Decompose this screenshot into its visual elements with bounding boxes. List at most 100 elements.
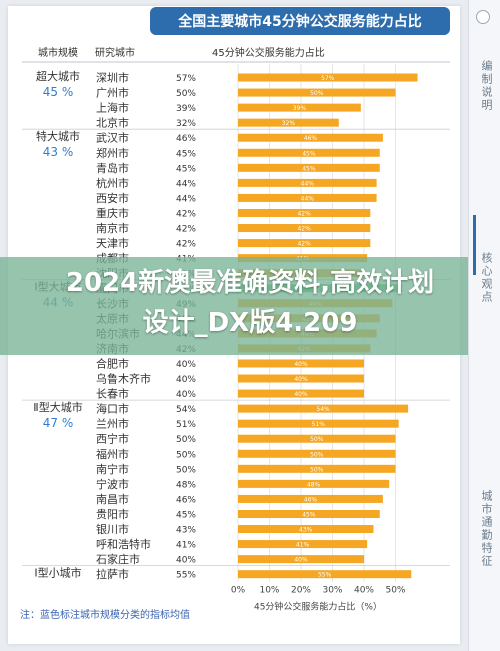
city-label: 宁波市 bbox=[96, 477, 129, 491]
bar-data-label: 57% bbox=[321, 75, 335, 82]
city-label: 青岛市 bbox=[96, 161, 129, 175]
bar-data-label: 46% bbox=[304, 496, 318, 503]
value-label: 50% bbox=[176, 465, 196, 475]
value-label: 48% bbox=[176, 480, 196, 490]
bar bbox=[238, 479, 390, 488]
bar bbox=[238, 509, 380, 518]
bar bbox=[238, 359, 364, 368]
bar bbox=[238, 374, 364, 383]
bar bbox=[238, 163, 380, 172]
city-label: 石家庄市 bbox=[96, 552, 140, 566]
group-name: Ⅰ型小城市 bbox=[34, 566, 81, 580]
city-label: 西宁市 bbox=[96, 432, 129, 446]
bar-data-label: 51% bbox=[312, 421, 326, 428]
side-tab-commute[interactable]: 城市通勤特征 bbox=[480, 490, 493, 568]
value-label: 40% bbox=[176, 360, 196, 370]
city-label: 兰州市 bbox=[96, 417, 129, 431]
x-tick-label: 10% bbox=[259, 586, 279, 596]
bar-data-label: 44% bbox=[301, 180, 315, 187]
overlay-line-1: 2024新澳最准确资料,高效计划 bbox=[65, 268, 435, 298]
city-label: 银川市 bbox=[96, 522, 129, 536]
bar-data-label: 50% bbox=[310, 90, 324, 97]
bar-data-label: 40% bbox=[294, 391, 308, 398]
value-label: 55% bbox=[176, 571, 196, 581]
city-label: 北京市 bbox=[96, 116, 129, 130]
value-label: 45% bbox=[176, 149, 196, 159]
bar bbox=[238, 88, 396, 97]
group-average: 47 % bbox=[43, 416, 74, 430]
city-label: 深圳市 bbox=[96, 71, 129, 85]
city-label: 贵阳市 bbox=[96, 507, 129, 521]
active-tab-marker bbox=[473, 215, 476, 275]
value-label: 40% bbox=[176, 375, 196, 385]
bar bbox=[238, 133, 383, 142]
value-label: 43% bbox=[176, 526, 196, 536]
bar bbox=[238, 464, 396, 473]
bar bbox=[238, 434, 396, 443]
bar-data-label: 40% bbox=[294, 376, 308, 383]
bar-data-label: 32% bbox=[282, 120, 296, 127]
bar bbox=[238, 178, 377, 187]
bar-data-label: 42% bbox=[297, 241, 311, 248]
bar bbox=[238, 570, 412, 579]
bar-data-label: 48% bbox=[307, 481, 321, 488]
side-tab-core[interactable]: 核心观点 bbox=[480, 252, 493, 304]
value-label: 42% bbox=[176, 209, 196, 219]
x-tick-label: 0% bbox=[231, 586, 246, 596]
group-name: Ⅱ型大城市 bbox=[33, 400, 82, 414]
city-label: 南昌市 bbox=[96, 492, 129, 506]
value-label: 54% bbox=[176, 405, 196, 415]
group-name: 特大城市 bbox=[36, 129, 80, 143]
group-average: 45 % bbox=[43, 85, 74, 99]
nav-dot-icon[interactable] bbox=[476, 10, 490, 24]
bar-data-label: 55% bbox=[318, 572, 332, 579]
city-label: 上海市 bbox=[96, 101, 129, 115]
bar-data-label: 42% bbox=[297, 226, 311, 233]
value-label: 32% bbox=[176, 119, 196, 129]
bar-data-label: 50% bbox=[310, 451, 324, 458]
bar bbox=[238, 73, 418, 82]
city-label: 合肥市 bbox=[96, 356, 129, 370]
column-header: 城市规模 bbox=[38, 46, 78, 59]
city-label: 重庆市 bbox=[96, 206, 129, 220]
value-label: 42% bbox=[176, 225, 196, 235]
bar-data-label: 45% bbox=[302, 150, 316, 157]
value-label: 44% bbox=[176, 179, 196, 189]
bar-data-label: 44% bbox=[301, 195, 315, 202]
side-tab-intro[interactable]: 编制说明 bbox=[480, 60, 493, 112]
bar-data-label: 50% bbox=[310, 436, 324, 443]
value-label: 45% bbox=[176, 164, 196, 174]
bar bbox=[238, 193, 377, 202]
bar bbox=[238, 239, 371, 248]
bar-data-label: 45% bbox=[302, 511, 316, 518]
value-label: 50% bbox=[176, 435, 196, 445]
bar bbox=[238, 494, 383, 503]
bar bbox=[238, 525, 374, 534]
bar bbox=[238, 148, 380, 157]
bar-data-label: 41% bbox=[296, 542, 310, 549]
city-label: 南京市 bbox=[96, 221, 129, 235]
bar bbox=[238, 389, 364, 398]
city-label: 海口市 bbox=[96, 402, 129, 416]
chart-title: 全国主要城市45分钟公交服务能力占比 bbox=[150, 7, 450, 35]
value-label: 40% bbox=[176, 556, 196, 566]
bar bbox=[238, 208, 371, 217]
watermark-overlay: 2024新澳最准确资料,高效计划 设计_DX版4.209 bbox=[0, 257, 500, 355]
column-header: 研究城市 bbox=[95, 46, 135, 59]
city-label: 郑州市 bbox=[96, 146, 129, 160]
city-label: 广州市 bbox=[96, 86, 129, 100]
bar-data-label: 46% bbox=[304, 135, 318, 142]
value-label: 57% bbox=[176, 74, 196, 84]
value-label: 40% bbox=[176, 390, 196, 400]
bar-data-label: 45% bbox=[302, 165, 316, 172]
group-name: 超大城市 bbox=[36, 69, 80, 83]
bar bbox=[238, 224, 371, 233]
bar bbox=[238, 419, 399, 428]
x-tick-label: 50% bbox=[385, 586, 405, 596]
bar-data-label: 39% bbox=[293, 105, 307, 112]
bar-data-label: 42% bbox=[297, 210, 311, 217]
city-label: 福州市 bbox=[96, 447, 129, 461]
city-label: 西安市 bbox=[96, 191, 129, 205]
bar bbox=[238, 540, 368, 549]
city-label: 南宁市 bbox=[96, 462, 129, 476]
